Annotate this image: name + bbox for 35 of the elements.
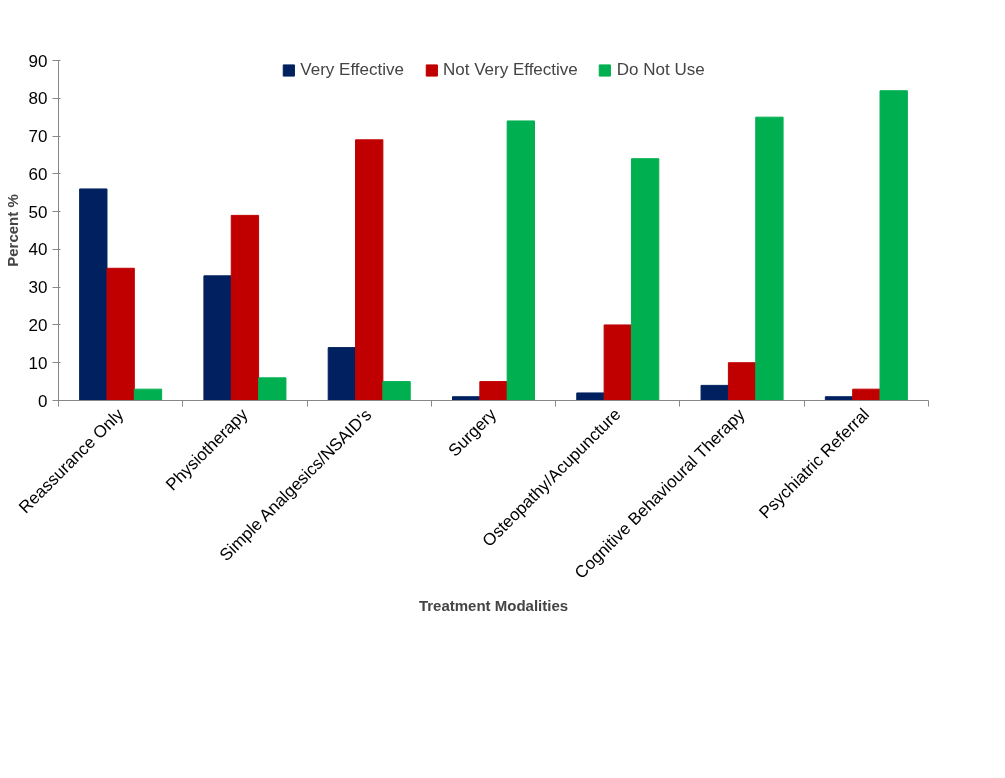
bar: [203, 275, 232, 401]
bar: [630, 158, 660, 401]
bar: [755, 116, 784, 401]
legend-label: Do Not Use: [616, 60, 705, 80]
y-tick-label: 0: [38, 391, 48, 411]
bar: [879, 90, 908, 401]
bar: [506, 120, 536, 401]
legend-label: Very Effective: [300, 60, 404, 80]
y-tick-label: 60: [28, 164, 48, 184]
bar: [327, 347, 357, 401]
bar: [355, 139, 384, 401]
bar: [603, 324, 632, 401]
bar: [106, 267, 135, 401]
y-axis-title: Percent %: [3, 194, 21, 267]
y-tick-label: 80: [28, 89, 48, 109]
bar: [576, 392, 605, 401]
bar: [133, 388, 163, 401]
legend-label: Not Very Effective: [442, 60, 578, 80]
bar: [382, 381, 411, 401]
bar: [79, 188, 108, 401]
bar: [230, 214, 260, 401]
y-tick-label: 70: [28, 127, 48, 147]
bar: [727, 362, 757, 401]
bar: [700, 384, 729, 401]
bar: [479, 381, 508, 401]
y-tick-label: 20: [28, 315, 48, 335]
y-tick-label: 30: [28, 278, 48, 298]
bar: [451, 396, 481, 401]
x-axis-title: Treatment Modalities: [418, 597, 569, 615]
bar: [258, 377, 287, 401]
bar: [824, 396, 854, 401]
y-tick-label: 10: [28, 353, 48, 373]
y-tick-label: 90: [28, 51, 48, 71]
y-tick-label: 50: [28, 202, 48, 222]
y-tick-label: 40: [28, 240, 48, 260]
